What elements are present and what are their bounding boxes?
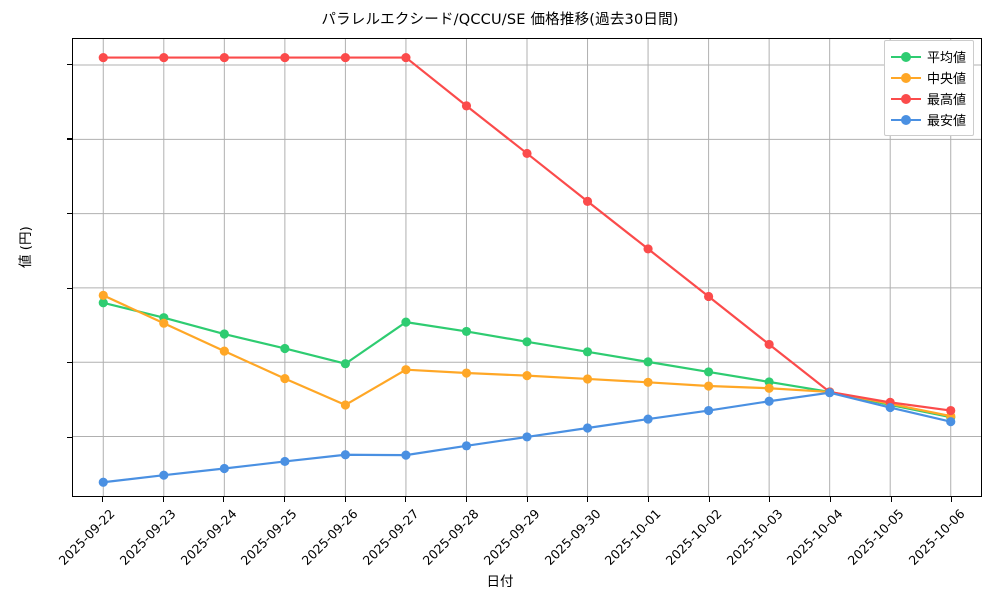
x-tick-mark <box>344 497 346 502</box>
legend-item-label: 中央値 <box>927 72 967 87</box>
data-point-marker <box>582 423 593 433</box>
data-point-marker <box>522 371 532 381</box>
data-point-marker <box>764 377 774 387</box>
x-tick-mark <box>405 497 407 502</box>
chart-title: パラレルエクシード/QCCU/SE 価格推移(過去30日間) <box>321 12 679 28</box>
x-tick-mark <box>223 497 225 502</box>
x-tick-mark <box>890 497 892 502</box>
data-point-marker <box>340 359 350 369</box>
data-point-marker <box>704 381 714 391</box>
data-point-marker <box>98 298 108 308</box>
data-point-marker <box>704 367 714 377</box>
data-point-marker <box>461 101 472 111</box>
x-tick-mark <box>101 497 104 502</box>
x-axis-label: 日付 <box>486 574 514 590</box>
y-tick-mark <box>67 63 72 65</box>
data-point-marker <box>219 329 229 339</box>
data-point-marker <box>401 52 411 63</box>
series-line <box>102 56 952 412</box>
data-point-marker <box>582 347 593 357</box>
plot-area <box>72 38 982 497</box>
data-point-marker <box>340 52 350 63</box>
data-point-marker <box>582 374 593 384</box>
data-point-marker <box>401 317 411 327</box>
data-series-layer <box>98 52 956 487</box>
data-point-marker <box>98 290 108 300</box>
data-point-marker <box>340 400 350 410</box>
legend-color-swatch <box>891 50 921 64</box>
x-tick-mark <box>465 497 468 502</box>
data-point-marker <box>219 463 229 474</box>
x-tick-mark <box>951 497 953 502</box>
y-tick-mark <box>67 287 72 289</box>
data-point-marker <box>159 318 169 328</box>
data-point-marker <box>764 339 774 349</box>
data-point-marker <box>885 402 895 413</box>
data-point-marker <box>401 450 411 460</box>
data-point-marker <box>643 377 653 387</box>
legend-item[interactable]: 中央値 <box>891 67 966 88</box>
data-point-marker <box>643 414 653 424</box>
x-tick-mark <box>526 497 528 502</box>
data-point-marker <box>461 326 472 336</box>
data-point-marker <box>461 368 472 378</box>
data-point-marker <box>280 52 290 63</box>
data-point-marker <box>643 357 653 367</box>
x-tick-mark <box>769 497 771 502</box>
x-tick-mark <box>587 497 589 502</box>
x-tick-mark <box>647 497 650 502</box>
chart-legend: 平均値中央値最高値最安値 <box>884 40 975 136</box>
data-point-marker <box>461 441 472 451</box>
legend-item-label: 平均値 <box>927 51 967 66</box>
data-point-marker <box>704 405 714 416</box>
data-point-marker <box>643 244 653 254</box>
y-tick-mark <box>67 362 72 364</box>
data-point-marker <box>280 343 290 354</box>
y-tick-mark <box>67 138 72 140</box>
data-point-marker <box>825 388 835 398</box>
legend-item[interactable]: 最安値 <box>891 109 966 130</box>
legend-item-label: 最高値 <box>927 93 967 108</box>
data-point-marker <box>946 417 956 427</box>
data-point-marker <box>522 432 532 442</box>
x-tick-mark <box>708 497 710 502</box>
y-axis-label: 値 (円) <box>18 226 34 268</box>
x-tick-mark <box>283 497 286 502</box>
x-tick-mark <box>162 497 164 502</box>
data-point-marker <box>280 374 290 384</box>
legend-item[interactable]: 平均値 <box>891 46 966 67</box>
data-point-marker <box>704 291 714 302</box>
data-point-marker <box>764 396 774 406</box>
data-point-marker <box>582 196 593 206</box>
legend-item[interactable]: 最高値 <box>891 88 966 109</box>
legend-color-swatch <box>891 71 921 85</box>
data-point-marker <box>159 52 169 63</box>
legend-color-swatch <box>891 92 921 106</box>
legend-color-swatch <box>891 113 921 127</box>
y-tick-mark <box>67 436 72 439</box>
data-point-marker <box>401 365 411 375</box>
data-point-marker <box>764 383 774 393</box>
data-point-marker <box>98 477 108 487</box>
data-point-marker <box>159 470 169 480</box>
data-point-marker <box>946 405 956 416</box>
data-point-marker <box>340 450 350 460</box>
x-tick-mark <box>829 497 832 502</box>
data-point-marker <box>219 52 229 63</box>
legend-item-label: 最安値 <box>927 114 967 129</box>
y-tick-mark <box>67 212 72 215</box>
data-point-marker <box>522 337 532 347</box>
data-point-marker <box>98 52 108 63</box>
data-point-marker <box>280 456 290 467</box>
series-line <box>102 294 952 418</box>
data-point-marker <box>522 148 532 159</box>
data-point-marker <box>219 346 229 356</box>
series-line <box>102 301 952 419</box>
